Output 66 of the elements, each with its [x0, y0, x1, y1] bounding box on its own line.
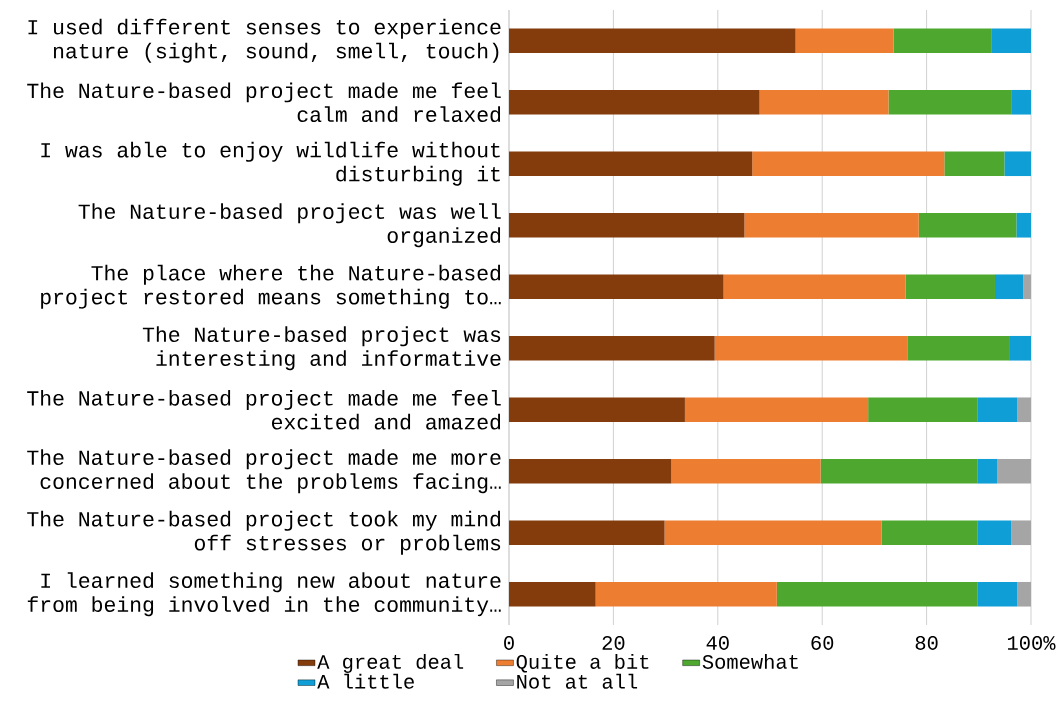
y-tick-label: The Nature-based project took my mind off stresses or problems	[27, 510, 501, 555]
bar	[509, 89, 760, 115]
y-tick-label: The place where the Nature-based project restored means something to…	[41, 264, 501, 309]
x-tick-label: 40	[706, 636, 729, 650]
y-tick-label: The Nature-based project made me feel calm and relaxed	[27, 82, 501, 123]
bar	[744, 212, 919, 238]
bar	[752, 151, 945, 177]
bar	[977, 520, 1012, 546]
bar	[509, 28, 796, 54]
bar	[723, 274, 906, 300]
bar	[907, 335, 1010, 361]
bar	[1017, 581, 1031, 607]
y-tick-label: I used different senses to experience nature (sight, sound, smell, touch)	[28, 18, 501, 63]
bar	[977, 581, 1018, 607]
bar	[509, 520, 665, 546]
bar	[944, 151, 1005, 177]
bar	[994, 274, 1024, 300]
x-tick-label: 20	[602, 636, 625, 650]
bar	[881, 520, 978, 546]
bar	[893, 28, 992, 54]
bar	[1023, 274, 1031, 300]
bar	[509, 274, 724, 300]
bar	[918, 212, 1017, 238]
bar	[997, 458, 1031, 484]
bar	[509, 397, 685, 423]
y-tick-label: I was able to enjoy wildlife without disturbing it	[41, 141, 500, 186]
bar	[509, 335, 715, 361]
bar	[991, 28, 1031, 54]
bar	[977, 397, 1018, 423]
bar	[905, 274, 995, 300]
x-tick-label: 80	[915, 636, 938, 650]
bar	[509, 151, 753, 177]
bar	[1017, 397, 1031, 423]
legend-label: Somewhat	[702, 653, 798, 669]
bar	[509, 212, 745, 238]
y-tick-label: I learned something new about nature from being involved in the community…	[27, 572, 501, 617]
bar	[868, 397, 978, 423]
legend-label: Quite a bit	[516, 653, 649, 673]
bar	[759, 89, 889, 115]
bar	[1004, 151, 1031, 177]
bar	[595, 581, 777, 607]
bar	[888, 89, 1012, 115]
y-tick-label: The Nature-based project was well organized	[78, 203, 501, 248]
legend-label: A great deal	[317, 653, 464, 673]
y-tick-label: The Nature-based project made me more concerned about the problems facing…	[27, 449, 501, 494]
bar	[671, 458, 821, 484]
bar	[1009, 335, 1031, 361]
legend-label: Not at all	[517, 673, 638, 689]
y-tick-label: The Nature-based project made me feel excited and amazed	[27, 389, 501, 430]
x-tick-label: 60	[811, 636, 834, 650]
bar	[1011, 520, 1031, 546]
x-tick-label: 0	[504, 636, 514, 650]
bar	[776, 581, 978, 607]
bar	[820, 458, 978, 484]
y-tick-label: The Nature-based project was interesting and informative	[142, 326, 501, 371]
legend-label: A little	[317, 673, 414, 689]
bar	[795, 28, 894, 54]
bar	[509, 581, 596, 607]
bar	[714, 335, 908, 361]
bar	[684, 397, 869, 423]
bar	[509, 458, 672, 484]
bar	[977, 458, 998, 484]
bar	[1016, 212, 1031, 238]
x-tick-label: 100%	[1007, 636, 1056, 650]
bar	[664, 520, 882, 546]
bar	[1011, 89, 1031, 115]
